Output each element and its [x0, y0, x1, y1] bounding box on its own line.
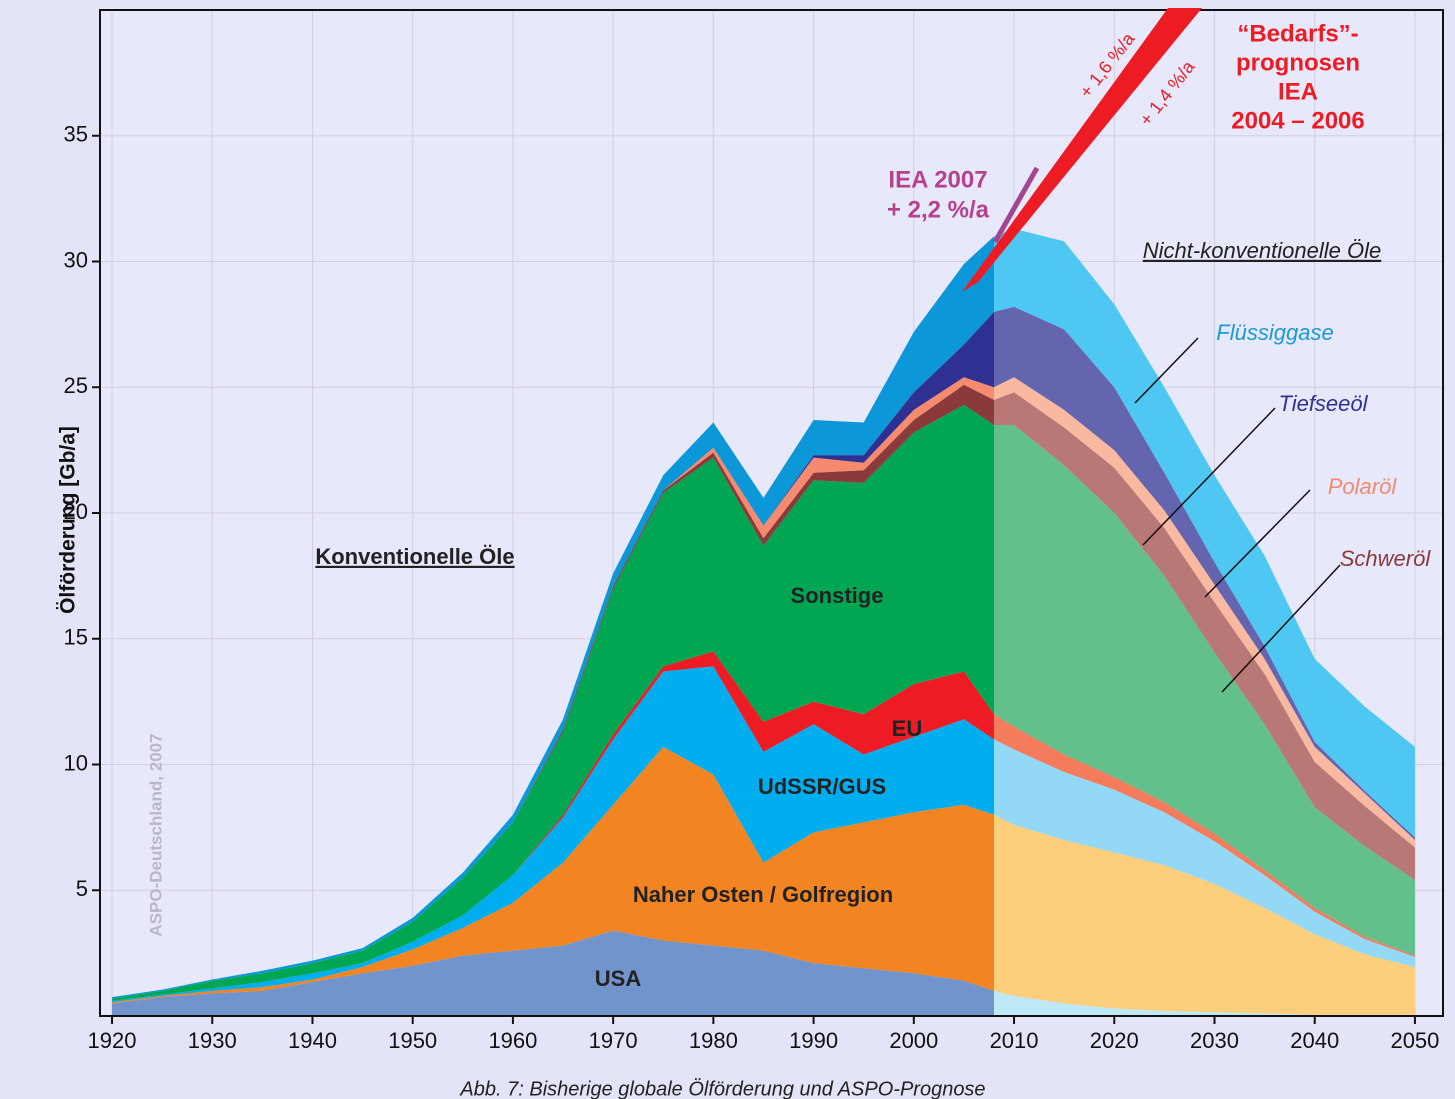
forecast-area [993, 228, 1415, 838]
y-tick-label: 10 [64, 750, 88, 775]
x-tick-label: 1970 [589, 1028, 638, 1053]
series-label: Schweröl [1340, 546, 1432, 571]
x-tick-label: 2020 [1090, 1028, 1139, 1053]
conventional-label: Konventionelle Öle [315, 544, 514, 569]
x-tick-label: 2010 [990, 1028, 1039, 1053]
iea-demand-label: 2004 – 2006 [1231, 107, 1364, 134]
y-tick-label: 30 [64, 247, 88, 272]
forecast-area [993, 306, 1415, 840]
y-tick-label: 15 [64, 625, 88, 650]
x-tick-label: 2050 [1390, 1028, 1439, 1053]
area [112, 746, 994, 1004]
x-tick-label: 1950 [388, 1028, 437, 1053]
x-tick-label: 2030 [1190, 1028, 1239, 1053]
watermark: ASPO-Deutschland, 2007 [146, 733, 165, 936]
x-tick-label: 1940 [288, 1028, 337, 1053]
series-label: EU [892, 716, 923, 741]
y-tick-label: 20 [64, 499, 88, 524]
area [112, 930, 994, 1016]
forecast-area [993, 814, 1415, 1015]
caption: Abb. 7: Bisherige globale Ölförderung un… [459, 1078, 985, 1099]
iea-demand-label: IEA [1278, 78, 1318, 105]
iea-demand-wedge [962, 8, 1202, 292]
area [112, 651, 994, 1001]
iea-demand-label: prognosen [1236, 49, 1360, 76]
x-tick-label: 1980 [689, 1028, 738, 1053]
series-label: Sonstige [791, 583, 884, 608]
y-tick-label: 25 [64, 373, 88, 398]
x-tick-label: 1960 [488, 1028, 537, 1053]
forecast-area [993, 714, 1415, 957]
x-tick-label: 2000 [889, 1028, 938, 1053]
forecast-area [993, 739, 1415, 967]
pointer-line [1204, 489, 1311, 598]
series-label: Polaröl [1328, 474, 1398, 499]
pointer-line [1134, 337, 1199, 404]
y-axis-label: Ölförderung [Gb/a] [57, 426, 80, 614]
iea-demand-label: “Bedarfs”- [1237, 20, 1358, 47]
series-label: Tiefseeöl [1278, 391, 1368, 416]
x-tick-label: 1990 [789, 1028, 838, 1053]
series-label: Naher Osten / Golfregion [633, 882, 893, 907]
iea-2007-label: IEA 2007 [888, 166, 987, 193]
y-tick-label: 5 [76, 876, 88, 901]
x-tick-label: 2040 [1290, 1028, 1339, 1053]
unconventional-label: Nicht-konventionelle Öle [1143, 238, 1381, 263]
forecast-area [993, 424, 1415, 956]
y-tick-label: 35 [64, 122, 88, 147]
x-tick-label: 1930 [188, 1028, 237, 1053]
series-label: UdSSR/GUS [758, 774, 886, 799]
x-tick-label: 1920 [88, 1028, 137, 1053]
area [112, 666, 994, 1003]
pointer-line [1142, 407, 1276, 546]
forecast-area [993, 392, 1415, 881]
pointer-line [1221, 564, 1341, 693]
series-label: USA [595, 966, 642, 991]
forecast-area [993, 990, 1415, 1016]
series-label: Flüssiggase [1216, 320, 1333, 345]
area [112, 404, 994, 1001]
iea-2007-line [992, 166, 1040, 244]
iea-2007-label: + 2,2 %/a [887, 196, 990, 223]
plot-layer [100, 10, 1443, 1016]
